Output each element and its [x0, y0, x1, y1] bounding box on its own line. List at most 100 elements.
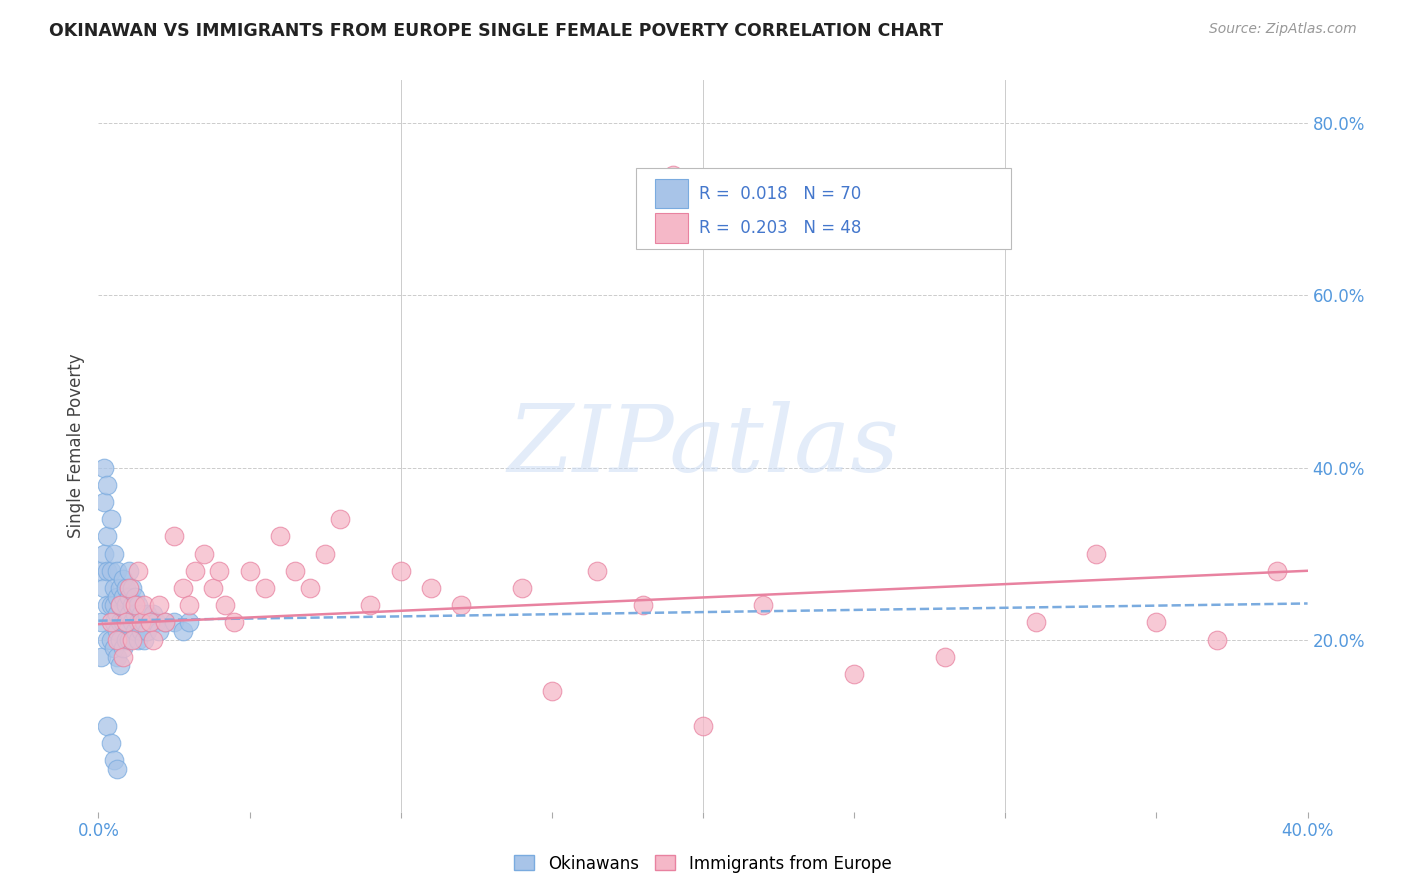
Point — [96, 598, 118, 612]
Point — [103, 547, 125, 561]
Point — [114, 581, 136, 595]
Point — [193, 547, 215, 561]
Point — [172, 581, 194, 595]
Point — [93, 581, 115, 595]
Point — [100, 632, 122, 647]
Point — [844, 667, 866, 681]
Point — [299, 581, 322, 595]
Point — [100, 598, 122, 612]
Point — [114, 615, 136, 630]
Point — [389, 564, 412, 578]
Point — [1144, 615, 1167, 630]
Point — [179, 598, 201, 612]
Point — [420, 581, 443, 595]
Point — [153, 615, 176, 630]
Point — [360, 598, 382, 612]
Point — [148, 624, 170, 638]
Point — [118, 564, 141, 578]
Point — [510, 581, 533, 595]
Point — [93, 460, 115, 475]
Point — [132, 615, 155, 630]
Point — [90, 649, 112, 664]
Point — [142, 607, 165, 621]
Point — [239, 564, 262, 578]
Point — [142, 632, 165, 647]
Text: R =  0.018   N = 70: R = 0.018 N = 70 — [699, 185, 862, 202]
Point — [111, 641, 134, 656]
Point — [184, 564, 207, 578]
Point — [692, 719, 714, 733]
Point — [129, 624, 152, 638]
Point — [139, 615, 162, 630]
Point — [105, 590, 128, 604]
Point — [127, 632, 149, 647]
Point — [135, 607, 157, 621]
Point — [124, 598, 146, 612]
Point — [314, 547, 336, 561]
Point — [208, 564, 231, 578]
Point — [108, 598, 131, 612]
Point — [253, 581, 276, 595]
Point — [214, 598, 236, 612]
Point — [450, 598, 472, 612]
Point — [132, 632, 155, 647]
Point — [127, 615, 149, 630]
Point — [752, 598, 775, 612]
Point — [139, 615, 162, 630]
Point — [540, 684, 562, 698]
Point — [121, 598, 143, 612]
Point — [179, 615, 201, 630]
Point — [105, 649, 128, 664]
Point — [1085, 547, 1108, 561]
Point — [124, 624, 146, 638]
Point — [631, 598, 654, 612]
Bar — [655, 179, 689, 209]
Point — [111, 649, 134, 664]
Point — [96, 477, 118, 491]
Point — [124, 607, 146, 621]
Point — [269, 529, 291, 543]
Text: Source: ZipAtlas.com: Source: ZipAtlas.com — [1209, 22, 1357, 37]
Point — [145, 615, 167, 630]
Point — [103, 581, 125, 595]
Point — [103, 641, 125, 656]
Point — [329, 512, 352, 526]
Point — [96, 632, 118, 647]
Point — [114, 598, 136, 612]
Y-axis label: Single Female Poverty: Single Female Poverty — [66, 354, 84, 538]
Point — [114, 632, 136, 647]
Point — [105, 632, 128, 647]
FancyBboxPatch shape — [637, 168, 1011, 249]
Point — [90, 615, 112, 630]
Point — [100, 736, 122, 750]
Point — [118, 607, 141, 621]
Point — [100, 512, 122, 526]
Point — [96, 529, 118, 543]
Point — [934, 649, 956, 664]
Bar — [655, 213, 689, 243]
Point — [118, 581, 141, 595]
Point — [105, 762, 128, 776]
Point — [108, 598, 131, 612]
Point — [132, 598, 155, 612]
Point — [129, 607, 152, 621]
Text: OKINAWAN VS IMMIGRANTS FROM EUROPE SINGLE FEMALE POVERTY CORRELATION CHART: OKINAWAN VS IMMIGRANTS FROM EUROPE SINGL… — [49, 22, 943, 40]
Point — [661, 168, 683, 182]
Point — [224, 615, 246, 630]
Point — [90, 564, 112, 578]
Point — [103, 615, 125, 630]
Point — [129, 615, 152, 630]
Point — [105, 624, 128, 638]
Point — [172, 624, 194, 638]
Point — [108, 615, 131, 630]
Text: R =  0.203   N = 48: R = 0.203 N = 48 — [699, 219, 862, 237]
Point — [103, 598, 125, 612]
Point — [202, 581, 225, 595]
Point — [105, 607, 128, 621]
Point — [163, 615, 186, 630]
Point — [1267, 564, 1289, 578]
Legend: Okinawans, Immigrants from Europe: Okinawans, Immigrants from Europe — [508, 848, 898, 880]
Point — [121, 581, 143, 595]
Point — [163, 529, 186, 543]
Point — [586, 564, 609, 578]
